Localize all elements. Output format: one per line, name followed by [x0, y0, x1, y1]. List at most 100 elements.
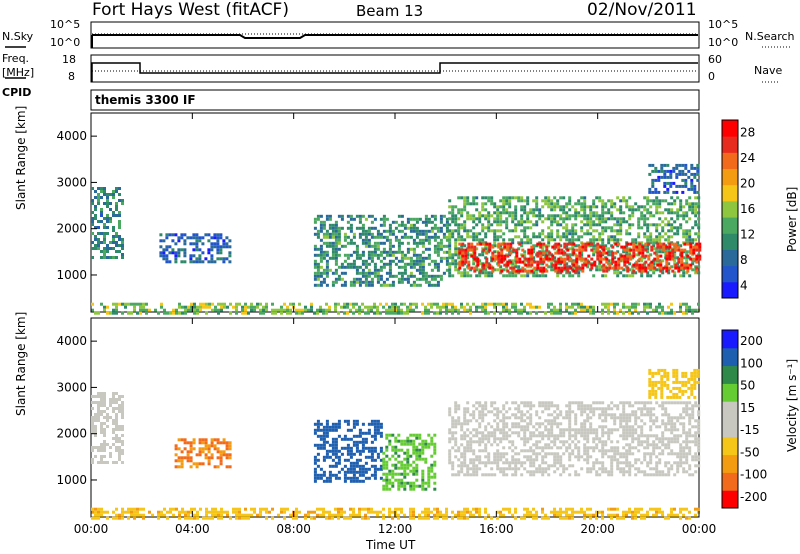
velocity-cell — [673, 401, 677, 405]
velocity-cell — [649, 467, 653, 471]
velocity-cell — [475, 401, 479, 405]
velocity-cell — [502, 434, 506, 438]
velocity-cell — [394, 448, 398, 452]
velocity-cell — [646, 446, 650, 450]
power-cell — [550, 205, 554, 209]
power-cell — [643, 232, 647, 236]
velocity-cell — [201, 441, 205, 445]
power-cell — [112, 229, 115, 232]
power-cell — [511, 238, 515, 242]
velocity-cell — [664, 407, 668, 411]
velocity-cell — [322, 446, 326, 450]
velocity-cell — [370, 440, 374, 444]
power-cell — [319, 214, 323, 218]
velocity-cell — [655, 443, 659, 447]
power-cell — [692, 248, 696, 252]
velocity-cell — [586, 458, 590, 462]
velocity-cell — [658, 458, 662, 462]
power-cell — [461, 242, 465, 246]
power-cell — [487, 214, 491, 218]
power-cell — [177, 248, 181, 252]
velocity-cell — [373, 419, 377, 423]
power-cell — [124, 302, 127, 306]
power-cell — [590, 242, 594, 246]
velocity-cell — [328, 449, 332, 453]
power-cell — [601, 302, 604, 306]
velocity-cell — [688, 407, 692, 411]
power-cell — [385, 262, 389, 266]
power-cell — [562, 253, 566, 257]
power-cell — [487, 199, 491, 203]
power-cell — [571, 253, 575, 257]
velocity-cell — [628, 464, 632, 468]
power-cell — [631, 271, 635, 275]
power-cell — [685, 232, 689, 236]
power-cell — [646, 223, 650, 227]
power-cell — [607, 211, 611, 215]
velocity-cell — [690, 374, 694, 378]
velocity-cell — [118, 437, 121, 440]
power-cell — [623, 245, 627, 249]
power-cell — [427, 235, 431, 239]
power-cell — [361, 268, 365, 272]
power-cell — [610, 238, 614, 242]
power-cell — [535, 271, 539, 275]
power-cell — [478, 253, 482, 257]
power-cell — [595, 217, 599, 221]
power-cell — [283, 308, 286, 312]
power-cell — [436, 241, 440, 245]
velocity-cell — [666, 374, 670, 378]
power-cell — [109, 256, 112, 259]
velocity-cell — [541, 410, 545, 414]
power-cell — [518, 260, 522, 264]
velocity-cell — [484, 404, 488, 408]
velocity-cell — [511, 422, 515, 426]
power-cell — [376, 241, 380, 245]
velocity-cell — [604, 440, 608, 444]
velocity-cell — [568, 407, 572, 411]
power-cell — [313, 253, 317, 257]
power-cell — [690, 187, 694, 191]
velocity-cell — [121, 425, 124, 428]
velocity-cell — [574, 437, 578, 441]
power-cell — [457, 196, 461, 200]
power-cell — [352, 235, 356, 239]
velocity-cell — [397, 448, 401, 452]
velocity-cell — [373, 446, 377, 450]
velocity-cell — [589, 428, 593, 432]
velocity-cell — [352, 443, 356, 447]
velocity-cell — [529, 431, 533, 435]
power-cell — [508, 247, 512, 251]
power-cell — [650, 266, 654, 270]
power-cell — [91, 308, 94, 312]
power-cell — [628, 214, 632, 218]
power-cell — [565, 205, 569, 209]
power-cell — [379, 302, 382, 306]
power-cell — [568, 217, 572, 221]
power-cell — [697, 302, 700, 306]
velocity-cell — [379, 425, 383, 429]
velocity-cell — [496, 422, 500, 426]
velocity-cell — [118, 455, 121, 458]
velocity-cell — [697, 458, 701, 462]
velocity-cell — [660, 368, 664, 372]
power-cell — [563, 260, 567, 264]
power-cell — [250, 302, 253, 306]
velocity-cell — [361, 446, 365, 450]
power-cell — [325, 241, 329, 245]
power-cell — [118, 193, 121, 196]
power-cell — [382, 262, 386, 266]
power-cell — [280, 308, 283, 312]
power-cell — [493, 229, 497, 233]
velocity-cell — [595, 437, 599, 441]
power-cell — [526, 302, 529, 306]
power-cell — [685, 214, 689, 218]
velocity-cell — [97, 392, 100, 395]
velocity-cell — [316, 422, 320, 426]
velocity-cell — [583, 425, 587, 429]
power-cell — [520, 311, 523, 315]
power-cell — [460, 302, 463, 306]
power-cell — [430, 259, 434, 263]
velocity-cell — [91, 428, 94, 431]
power-cell — [466, 302, 469, 306]
